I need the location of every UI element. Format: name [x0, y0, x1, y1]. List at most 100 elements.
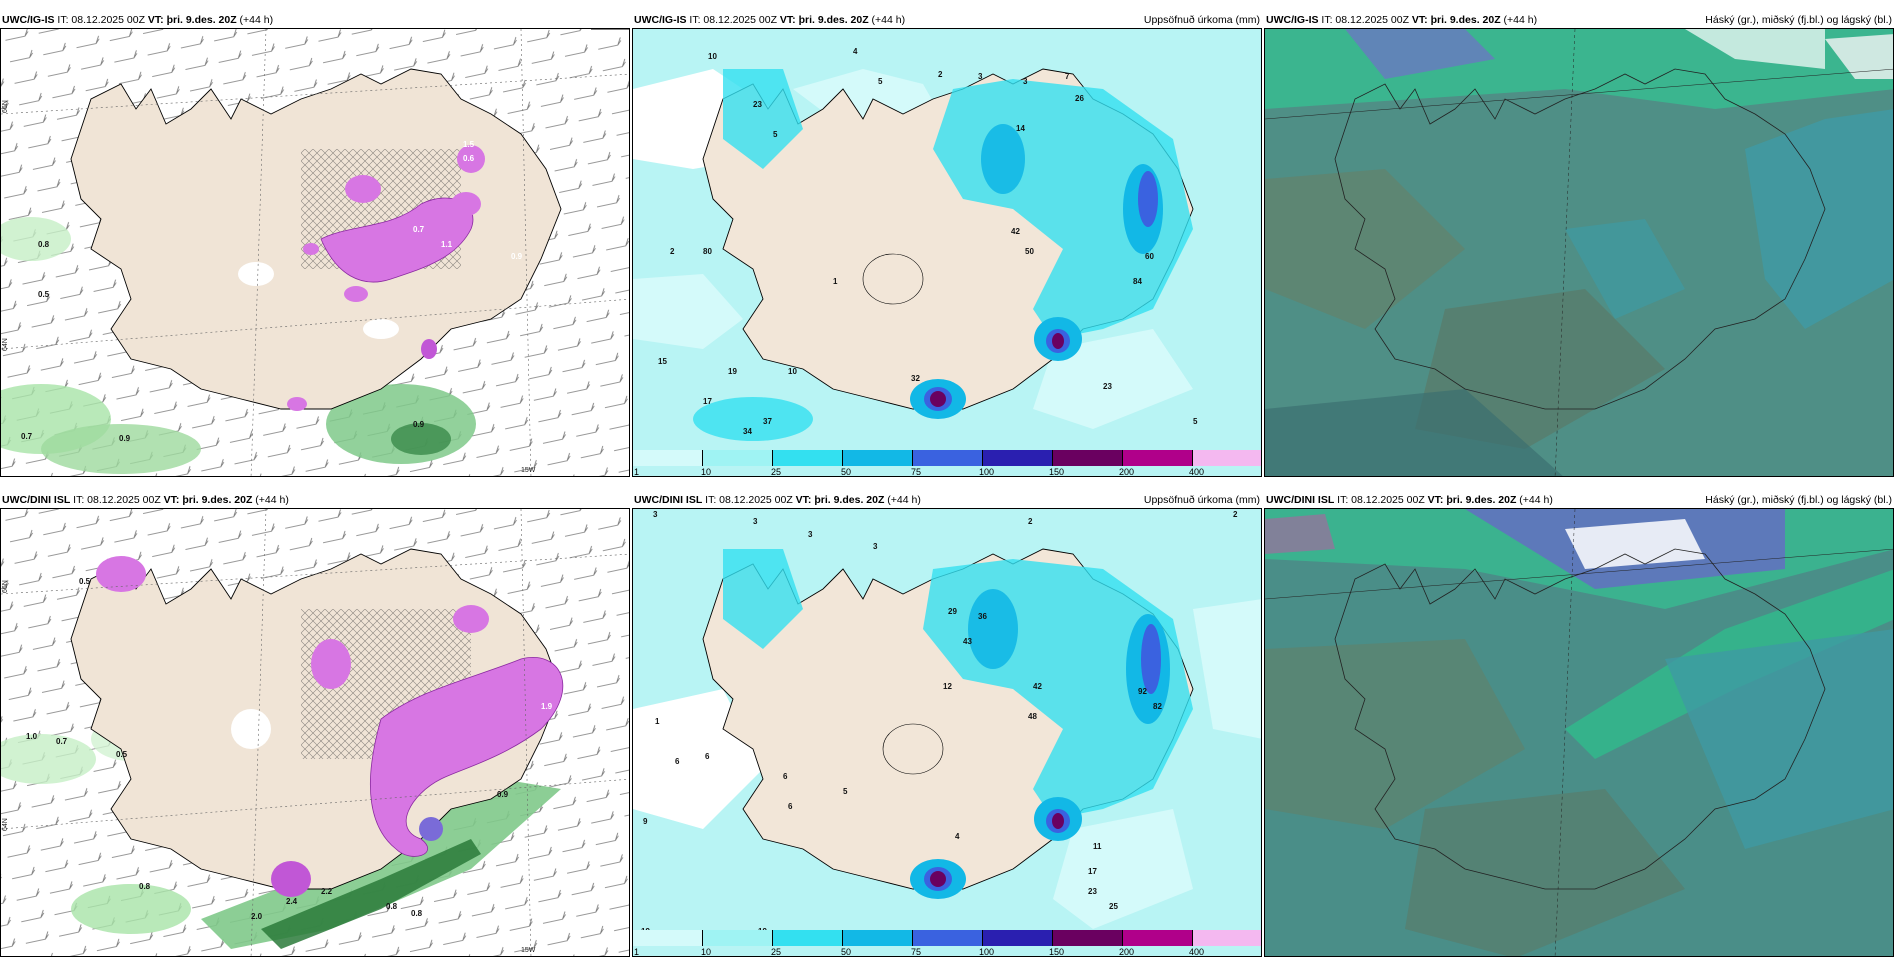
precip-value: 2	[1028, 517, 1033, 526]
valid-label: VT:	[1427, 494, 1444, 506]
wind-value: 0.5	[38, 290, 50, 299]
valid-time: þri. 9.des. 20Z	[182, 494, 253, 506]
precip-value: 11	[1093, 842, 1102, 851]
colorbar-tick: 100	[979, 947, 995, 957]
cloud-map[interactable]	[1264, 28, 1894, 477]
precip-value: 82	[1153, 702, 1162, 711]
valid-time: þri. 9.des. 20Z	[166, 14, 237, 26]
colorbar-tick: 75	[911, 947, 922, 957]
wind-value: 1.0	[26, 732, 38, 741]
wind-value: 1.1	[441, 240, 453, 249]
precip-value: 92	[1138, 687, 1147, 696]
wind-panel-top: UWC/IG-IS IT: 08.12.2025 00Z VT: þri. 9.…	[0, 12, 630, 477]
precip-map-canvas: 10 4 5 3 2 3 7 26 14 23 5 2 80 1 15 19 1…	[633, 29, 1261, 476]
valid-time: þri. 9.des. 20Z	[798, 14, 869, 26]
colorbar-swatch	[983, 450, 1053, 466]
colorbar-swatch	[703, 930, 773, 946]
cloud-map-canvas	[1265, 29, 1893, 476]
model-name: UWC/DINI ISL	[1266, 494, 1335, 506]
colorbar-tick: 25	[771, 467, 782, 477]
wind-value: 0.5	[79, 577, 91, 586]
colorbar-swatch	[633, 450, 703, 466]
wind-value: 2.4	[286, 897, 298, 906]
wind-value: 0.8	[411, 909, 423, 918]
precip-value: 6	[675, 757, 680, 766]
precip-value: 5	[773, 130, 778, 139]
colorbar-swatch	[843, 450, 913, 466]
panel-header: UWC/IG-IS IT: 08.12.2025 00Z VT: þri. 9.…	[1264, 12, 1894, 28]
precip-value: 7	[1065, 72, 1070, 81]
colorbar-tick: 100	[979, 467, 995, 477]
lead-time: (+44 h)	[887, 494, 921, 506]
longitude-label: 15W	[521, 947, 536, 954]
colorbar-swatch	[1193, 450, 1261, 466]
precip-value: 3	[873, 542, 878, 551]
colorbar-tick: 10	[701, 947, 712, 957]
wind-map-canvas: 0.5 1.0 0.7 0.5 0.8 0.8 2.0 2.4 2.2 0.8 …	[1, 509, 629, 956]
precip-value: 43	[963, 637, 972, 646]
valid-time: þri. 9.des. 20Z	[1430, 14, 1501, 26]
precip-value: 42	[1033, 682, 1042, 691]
colorbar-tick: 10	[701, 467, 712, 477]
colorbar-tick: 50	[841, 947, 852, 957]
precip-value: 23	[753, 100, 762, 109]
precip-value: 15	[658, 357, 667, 366]
precip-value: 4	[955, 832, 960, 841]
wind-map-canvas: 0.8 0.5 0.7 0.9 0.9 1.5 0.6 0.7 1.1 0.9 …	[1, 29, 629, 476]
wind-value: 2.2	[321, 887, 333, 896]
precip-value: 23	[1088, 887, 1097, 896]
precip-value: 36	[978, 612, 987, 621]
precip-value: 5	[1193, 417, 1198, 426]
colorbar-tick: 150	[1049, 947, 1065, 957]
wind-value: 0.7	[413, 225, 425, 234]
precip-value: 34	[743, 427, 752, 436]
latitude-label: 66N	[2, 580, 9, 593]
precip-value: 17	[1088, 867, 1097, 876]
precip-value: 3	[753, 517, 758, 526]
valid-time: þri. 9.des. 20Z	[1446, 494, 1517, 506]
colorbar-swatch	[773, 930, 843, 946]
precip-title: Uppsöfnuð úrkoma (mm)	[1143, 14, 1260, 26]
colorbar-swatch	[983, 930, 1053, 946]
colorbar-tick: 200	[1119, 467, 1135, 477]
colorbar-tick: 400	[1189, 947, 1205, 957]
panel-header: UWC/IG-IS IT: 08.12.2025 00Z VT: þri. 9.…	[632, 12, 1262, 28]
precip-value: 2	[938, 70, 943, 79]
colorbar-swatch	[703, 450, 773, 466]
colorbar-swatch	[843, 930, 913, 946]
wind-value: 0.7	[21, 432, 33, 441]
colorbar: 1 10 25 50 75 100 150 200 400	[633, 930, 1261, 957]
colorbar-tick: 75	[911, 467, 922, 477]
latitude-label: 64N	[2, 338, 9, 351]
precip-value: 84	[1133, 277, 1142, 286]
precip-value: 10	[708, 52, 717, 61]
precip-value: 3	[1023, 77, 1028, 86]
wind-value: 0.8	[139, 882, 151, 891]
precip-value: 5	[878, 77, 883, 86]
colorbar-tick: 150	[1049, 467, 1065, 477]
valid-label: VT:	[779, 14, 796, 26]
wind-value: 0.9	[497, 790, 509, 799]
precip-value: 50	[1025, 247, 1034, 256]
cloud-map[interactable]	[1264, 508, 1894, 957]
wind-value: 0.9	[413, 420, 425, 429]
precip-value: 29	[948, 607, 957, 616]
wind-map[interactable]: 0.5 1.0 0.7 0.5 0.8 0.8 2.0 2.4 2.2 0.8 …	[0, 508, 630, 957]
model-name: UWC/IG-IS	[2, 14, 55, 26]
init-time: IT: 08.12.2025 00Z	[73, 494, 161, 506]
precip-value: 37	[763, 417, 772, 426]
longitude-label: 15W	[521, 467, 536, 474]
precip-value: 80	[703, 247, 712, 256]
wind-value: 1.9	[541, 702, 553, 711]
init-time: IT: 08.12.2025 00Z	[689, 14, 777, 26]
precip-value: 48	[1028, 712, 1037, 721]
valid-time: þri. 9.des. 20Z	[814, 494, 885, 506]
precip-value: 25	[1109, 902, 1118, 911]
wind-map[interactable]: 0.8 0.5 0.7 0.9 0.9 1.5 0.6 0.7 1.1 0.9 …	[0, 28, 630, 477]
colorbar-swatch	[913, 930, 983, 946]
precip-map[interactable]: 3 3 3 2 2 3 1 9 5 6 6 6 6 19 19 4 12 29 …	[632, 508, 1262, 957]
panel-header: UWC/DINI ISL IT: 08.12.2025 00Z VT: þri.…	[632, 492, 1262, 508]
precip-map[interactable]: 10 4 5 3 2 3 7 26 14 23 5 2 80 1 15 19 1…	[632, 28, 1262, 477]
colorbar-tick: 400	[1189, 467, 1205, 477]
precip-value: 9	[643, 817, 648, 826]
